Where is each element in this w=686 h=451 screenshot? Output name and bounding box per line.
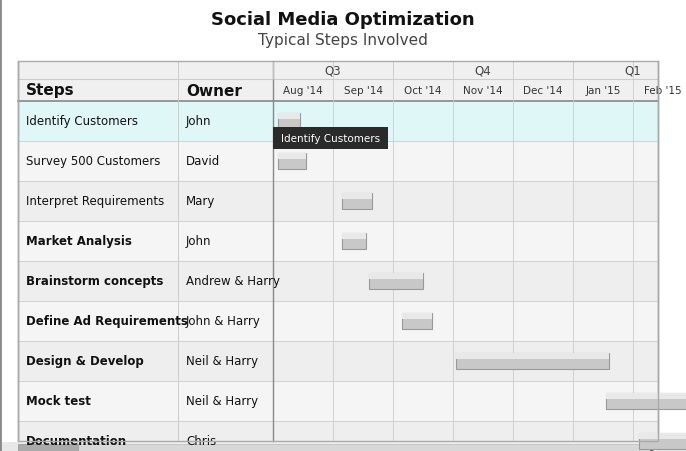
Bar	[18, 102, 658, 142]
Text: Chris: Chris	[186, 434, 216, 447]
Bar	[278, 114, 300, 120]
Text: Identify Customers: Identify Customers	[26, 115, 138, 128]
Bar	[456, 353, 609, 369]
Text: Steps: Steps	[26, 83, 75, 98]
Bar	[606, 393, 686, 409]
Bar	[18, 80, 658, 102]
Bar	[342, 193, 372, 210]
Bar	[18, 301, 658, 341]
Text: Q3: Q3	[324, 64, 342, 77]
Text: Documentation: Documentation	[26, 434, 127, 447]
Text: Q1: Q1	[625, 64, 641, 77]
Text: Brainstorm concepts: Brainstorm concepts	[26, 275, 163, 288]
Text: Owner: Owner	[186, 83, 242, 98]
Bar	[18, 62, 658, 441]
Text: Neil & Harry: Neil & Harry	[186, 355, 258, 368]
Text: Social Media Optimization: Social Media Optimization	[211, 11, 475, 29]
Bar	[606, 393, 686, 399]
Bar	[18, 62, 658, 441]
Text: Mock test: Mock test	[26, 395, 91, 408]
Text: Interpret Requirements: Interpret Requirements	[26, 195, 164, 208]
Bar	[18, 221, 658, 262]
Text: Feb '15: Feb '15	[644, 86, 682, 96]
Bar	[456, 353, 609, 359]
Text: David: David	[186, 155, 220, 168]
Bar	[18, 444, 78, 451]
Bar	[639, 433, 686, 449]
Text: Andrew & Harry: Andrew & Harry	[186, 275, 280, 288]
Bar	[18, 142, 658, 182]
Bar	[18, 182, 658, 221]
Text: Define Ad Requirements: Define Ad Requirements	[26, 315, 188, 328]
Text: Nov '14: Nov '14	[463, 86, 503, 96]
Text: Sep '14: Sep '14	[344, 86, 383, 96]
Text: John & Harry: John & Harry	[186, 315, 261, 328]
Bar	[402, 313, 432, 329]
Bar	[369, 273, 423, 290]
Bar	[278, 114, 300, 130]
Bar	[402, 313, 432, 319]
Bar	[18, 262, 658, 301]
Text: Survey 500 Customers: Survey 500 Customers	[26, 155, 161, 168]
Text: Dec '14: Dec '14	[523, 86, 563, 96]
Text: John: John	[186, 115, 211, 128]
Bar	[0, 442, 686, 451]
Bar	[369, 273, 423, 279]
Bar	[278, 154, 306, 170]
Text: Identify Customers: Identify Customers	[281, 133, 380, 144]
Bar	[639, 433, 686, 439]
Bar	[342, 193, 372, 199]
Text: Market Analysis: Market Analysis	[26, 235, 132, 248]
Text: ▶: ▶	[650, 443, 657, 451]
Text: Aug '14: Aug '14	[283, 86, 323, 96]
Bar	[18, 381, 658, 421]
Text: Jan '15: Jan '15	[585, 86, 621, 96]
Text: John: John	[186, 235, 211, 248]
Text: Mary: Mary	[186, 195, 215, 208]
Text: Typical Steps Involved: Typical Steps Involved	[258, 32, 428, 47]
Text: Q4: Q4	[475, 64, 491, 77]
Bar	[342, 234, 366, 239]
Bar	[342, 234, 366, 249]
Bar	[18, 341, 658, 381]
Text: Neil & Harry: Neil & Harry	[186, 395, 258, 408]
Bar	[278, 154, 306, 159]
Text: Design & Develop: Design & Develop	[26, 355, 144, 368]
Bar	[18, 444, 648, 451]
Bar	[18, 421, 658, 451]
Bar	[273, 128, 388, 150]
Text: Oct '14: Oct '14	[404, 86, 442, 96]
Bar	[18, 62, 658, 80]
